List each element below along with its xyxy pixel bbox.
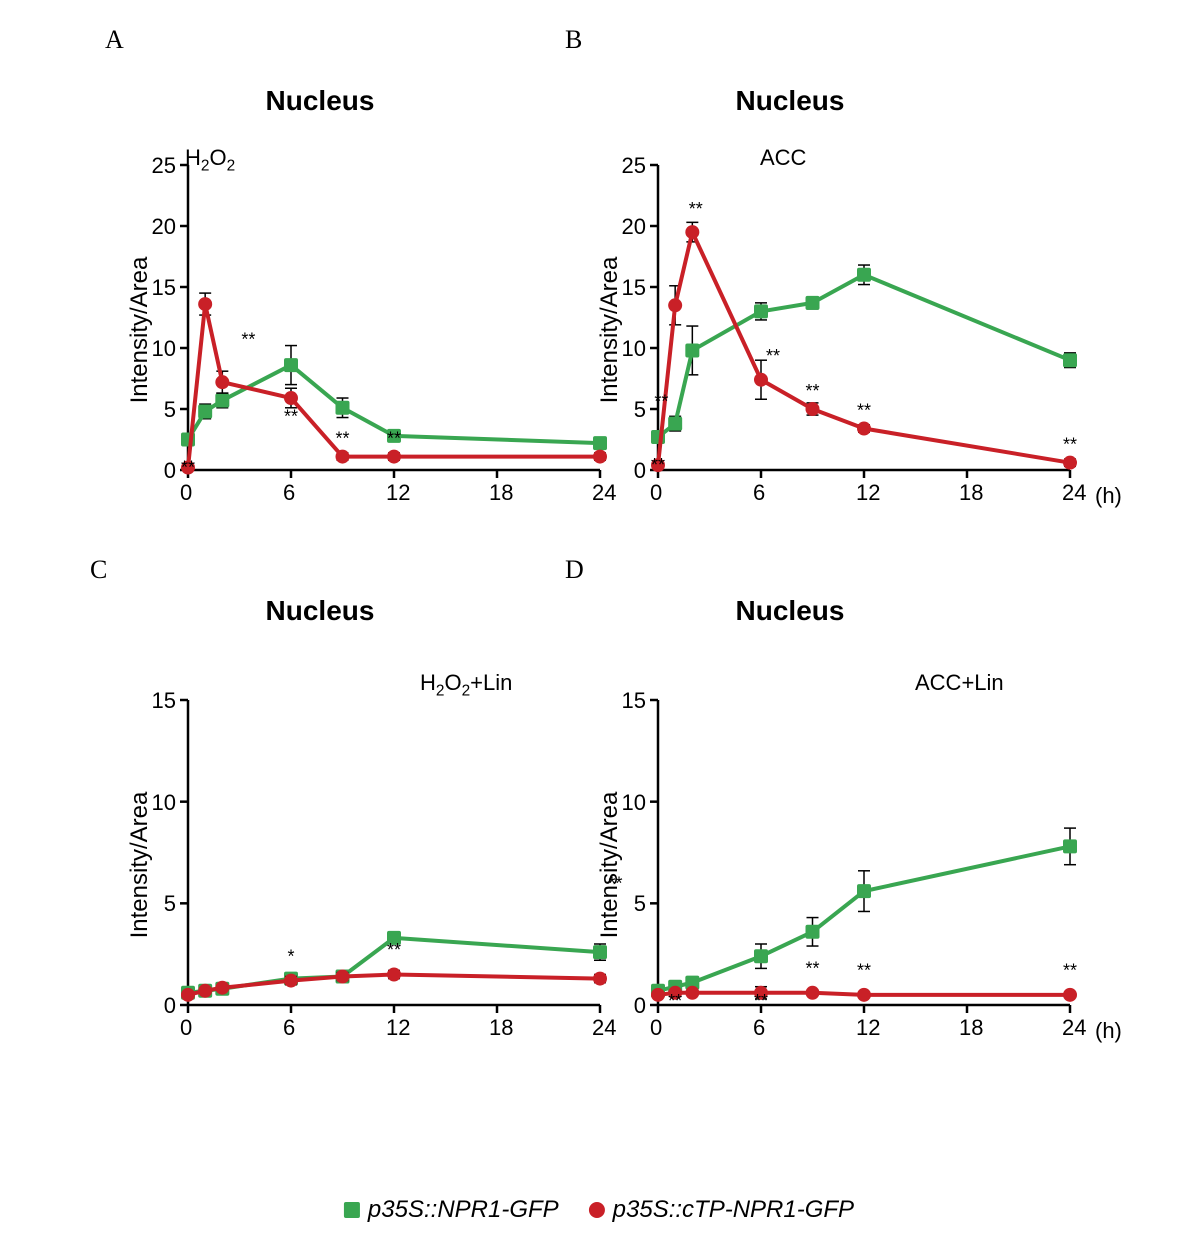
legend-square-icon xyxy=(344,1202,360,1218)
ylabel-d: Intensity/Area xyxy=(596,792,624,939)
chart-a: Intensity/Area 051015202506121824*******… xyxy=(170,155,610,505)
panel-letter-d: D xyxy=(565,555,584,585)
panel-title-d: Nucleus xyxy=(690,595,890,627)
panel-title-c: Nucleus xyxy=(220,595,420,627)
legend: p35S::NPR1-GFP p35S::cTP-NPR1-GFP xyxy=(344,1196,854,1224)
panel-letter-b: B xyxy=(565,25,582,55)
xunit-bottom: (h) xyxy=(1095,1018,1122,1044)
svg-text:**: ** xyxy=(754,991,768,1011)
ylabel-c: Intensity/Area xyxy=(126,792,154,939)
svg-text:*: * xyxy=(287,946,294,966)
xunit-top: (h) xyxy=(1095,483,1122,509)
svg-text:**: ** xyxy=(805,381,819,401)
panel-letter-c: C xyxy=(90,555,107,585)
svg-text:**: ** xyxy=(857,400,871,420)
legend-item-green: p35S::NPR1-GFP xyxy=(344,1196,559,1224)
svg-text:**: ** xyxy=(181,458,195,478)
panel-title-a: Nucleus xyxy=(220,85,420,117)
svg-text:**: ** xyxy=(284,406,298,426)
panel-title-b: Nucleus xyxy=(690,85,890,117)
figure-root: A B C D Nucleus Nucleus Nucleus Nucleus … xyxy=(20,20,1178,1232)
svg-text:**: ** xyxy=(241,330,255,350)
svg-text:**: ** xyxy=(1063,434,1077,454)
svg-text:**: ** xyxy=(651,455,665,475)
chart-d: Intensity/Area 05101506121824********** xyxy=(640,690,1080,1040)
svg-text:**: ** xyxy=(387,428,401,448)
svg-text:**: ** xyxy=(857,961,871,981)
svg-text:**: ** xyxy=(766,346,780,366)
ylabel-a: Intensity/Area xyxy=(126,257,154,404)
svg-text:**: ** xyxy=(387,940,401,960)
svg-text:**: ** xyxy=(335,428,349,448)
legend-label-green: p35S::NPR1-GFP xyxy=(368,1196,559,1224)
svg-text:**: ** xyxy=(668,991,682,1011)
svg-text:**: ** xyxy=(689,199,703,219)
svg-text:**: ** xyxy=(654,392,668,412)
legend-item-red: p35S::cTP-NPR1-GFP xyxy=(589,1196,854,1224)
legend-label-red: p35S::cTP-NPR1-GFP xyxy=(613,1196,854,1224)
chart-b: Intensity/Area 051015202506121824*******… xyxy=(640,155,1080,505)
legend-circle-icon xyxy=(589,1202,605,1218)
chart-c: Intensity/Area 05101506121824***** xyxy=(170,690,610,1040)
svg-text:**: ** xyxy=(805,959,819,979)
panel-letter-a: A xyxy=(105,25,124,55)
ylabel-b: Intensity/Area xyxy=(596,257,624,404)
svg-text:**: ** xyxy=(1063,961,1077,981)
